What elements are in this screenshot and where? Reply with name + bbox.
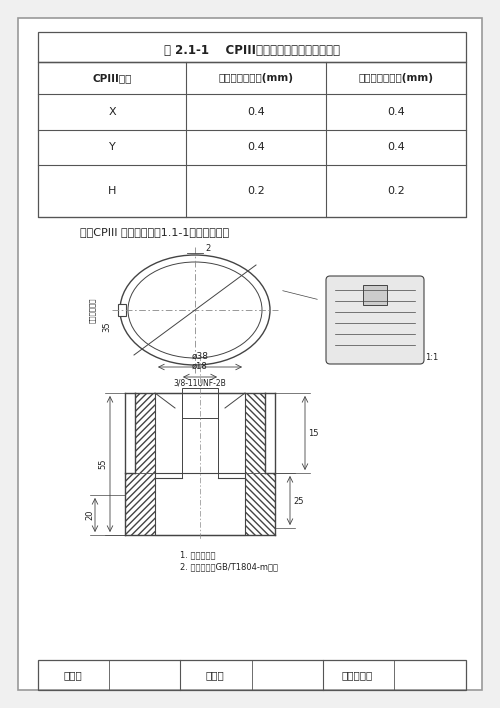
Bar bbox=[38, 660, 466, 690]
Text: 2: 2 bbox=[205, 244, 210, 253]
Text: 1. 去除毛刺。: 1. 去除毛刺。 bbox=[180, 551, 216, 559]
Text: 重复性安装误差(mm): 重复性安装误差(mm) bbox=[218, 73, 294, 83]
Text: ø38: ø38 bbox=[192, 352, 208, 361]
FancyBboxPatch shape bbox=[363, 285, 387, 305]
Text: 表 2.1-1    CPIII标志棱镜组件安装精度要求: 表 2.1-1 CPIII标志棱镜组件安装精度要求 bbox=[164, 43, 340, 57]
Bar bbox=[38, 62, 466, 217]
Text: 交底人: 交底人 bbox=[64, 670, 82, 680]
FancyBboxPatch shape bbox=[326, 276, 424, 364]
Text: 0.4: 0.4 bbox=[247, 107, 265, 117]
Text: 25: 25 bbox=[293, 496, 304, 506]
Bar bbox=[38, 32, 466, 62]
Text: X: X bbox=[108, 107, 116, 117]
Text: 20: 20 bbox=[85, 510, 94, 520]
Bar bbox=[125, 473, 155, 535]
Text: 复核人: 复核人 bbox=[206, 670, 225, 680]
Text: CPIII标志: CPIII标志 bbox=[92, 73, 132, 83]
Bar bbox=[155, 473, 245, 535]
Bar bbox=[118, 304, 126, 316]
Text: 互换性安装误差(mm): 互换性安装误差(mm) bbox=[358, 73, 434, 83]
FancyBboxPatch shape bbox=[18, 18, 482, 690]
Bar bbox=[245, 473, 275, 535]
Text: 15: 15 bbox=[308, 428, 318, 438]
Text: 0.4: 0.4 bbox=[247, 142, 265, 152]
Text: 3/8-11UNF-2B: 3/8-11UNF-2B bbox=[174, 378, 227, 387]
Bar bbox=[182, 388, 218, 418]
Text: 1:1: 1:1 bbox=[425, 353, 438, 362]
Text: 0.4: 0.4 bbox=[387, 142, 405, 152]
Text: 京石CPIII 预埋件采用图1.1-1所示预埋件：: 京石CPIII 预埋件采用图1.1-1所示预埋件： bbox=[80, 227, 229, 237]
Text: 技术负责人: 技术负责人 bbox=[342, 670, 372, 680]
Bar bbox=[155, 393, 245, 478]
Text: 0.2: 0.2 bbox=[387, 186, 405, 196]
Text: Y: Y bbox=[108, 142, 116, 152]
Text: 2. 未注公差按GB/T1804-m级。: 2. 未注公差按GB/T1804-m级。 bbox=[180, 562, 278, 571]
Text: 0.4: 0.4 bbox=[387, 107, 405, 117]
Text: 55: 55 bbox=[98, 459, 107, 469]
Text: ø18: ø18 bbox=[192, 362, 208, 371]
Text: H: H bbox=[108, 186, 116, 196]
Text: 三过镜量比率: 三过镜量比率 bbox=[88, 297, 96, 323]
Bar bbox=[135, 393, 155, 473]
Ellipse shape bbox=[120, 255, 270, 365]
Text: 35: 35 bbox=[102, 321, 111, 332]
Bar bbox=[245, 393, 265, 473]
Text: 0.2: 0.2 bbox=[247, 186, 265, 196]
